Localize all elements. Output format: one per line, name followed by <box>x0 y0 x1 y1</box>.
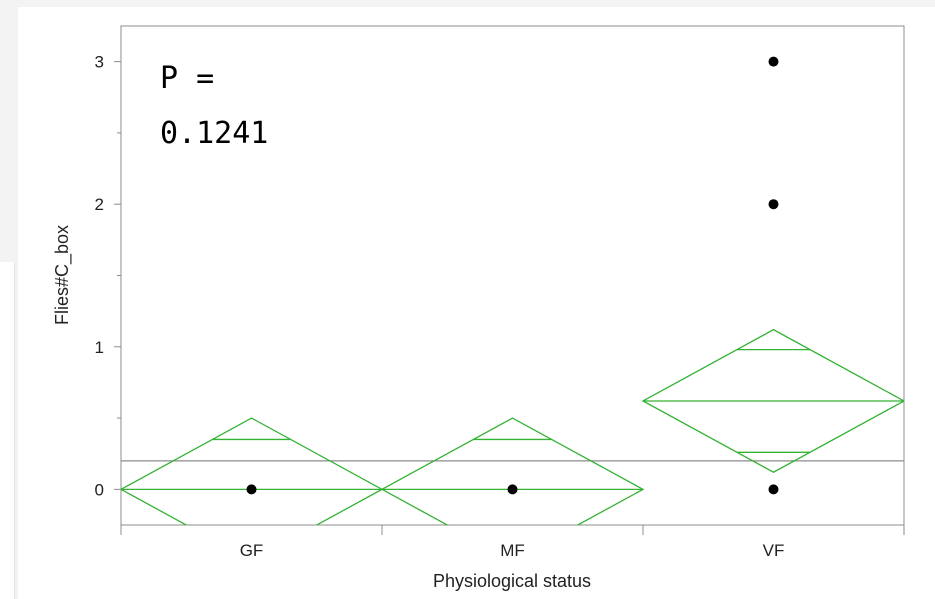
y-tick-label: 0 <box>95 480 104 499</box>
x-tick-label: MF <box>500 541 525 560</box>
data-point <box>768 484 779 495</box>
data-point <box>507 484 518 495</box>
p-value-line-1: P = <box>160 61 214 96</box>
x-tick-label: VF <box>763 541 785 560</box>
diamonds-layer <box>121 328 904 525</box>
y-tick-label: 2 <box>95 195 104 214</box>
p-value-line-2: 0.1241 <box>160 116 268 151</box>
x-tick-label: GF <box>240 541 264 560</box>
left-panel-strip <box>0 262 15 599</box>
data-point <box>768 199 779 210</box>
x-axis-title: Physiological status <box>433 571 591 591</box>
y-tick-label: 1 <box>95 338 104 357</box>
points-layer <box>246 56 779 495</box>
axes-layer: 0 1 2 3 GF MF VF <box>95 53 905 560</box>
means-diamond <box>641 328 904 473</box>
data-point <box>768 56 779 67</box>
y-axis-title: Flies#C_box <box>52 225 73 325</box>
y-tick-label: 3 <box>95 53 104 72</box>
plot-area <box>120 25 905 526</box>
data-point <box>246 484 257 495</box>
